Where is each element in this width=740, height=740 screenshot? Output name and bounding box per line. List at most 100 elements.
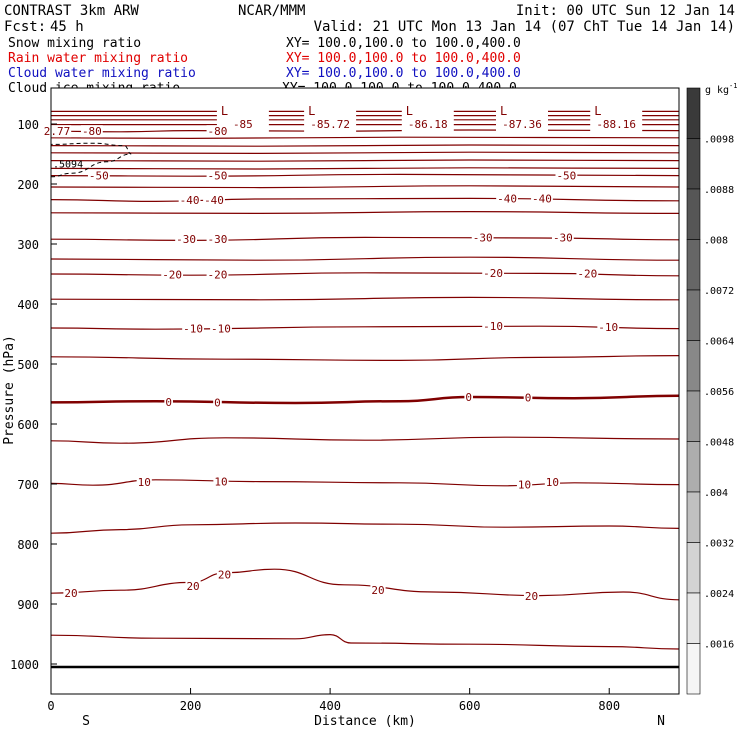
colorbar-unit: g kg: [705, 85, 729, 96]
contour-line-7: [50, 151, 680, 155]
y-tick-label: 400: [17, 298, 39, 312]
colorbar-label: .0016: [704, 640, 734, 651]
contour-label-bg: [42, 125, 72, 138]
contour-label-bg: [597, 320, 620, 333]
x-axis-title: Distance (km): [314, 714, 416, 729]
colorbar-swatch: [686, 188, 701, 240]
contour-label-bg: [206, 125, 229, 138]
contour-label-bg: [555, 169, 578, 182]
low-label-bg: [496, 102, 548, 133]
x-tick-label: 400: [319, 699, 341, 713]
colorbar-swatch: [686, 87, 701, 139]
contour-line-8: [50, 159, 680, 162]
contour-label-bg: [206, 233, 229, 246]
contour-line-23: [50, 522, 680, 534]
x-end-label-north: N: [657, 714, 665, 729]
contour-label: 10: [546, 476, 559, 489]
contour-label-bg: [464, 391, 473, 403]
y-tick-label: 100: [17, 118, 39, 132]
field-legend: Snow mixing ratio XY= 100.0,100.0 to 100…: [8, 36, 521, 96]
contour-label-bg: [544, 476, 561, 489]
y-tick-label: 500: [17, 358, 39, 372]
contour-label: -10: [211, 323, 231, 336]
contour-label: 2.77: [44, 125, 71, 138]
forecast-label: Fcst:: [4, 19, 46, 35]
x-tick-label: 600: [459, 699, 481, 713]
cloud-ice-contour-line: [50, 142, 132, 178]
contour-label: -20: [577, 267, 597, 280]
field-name-rain: Rain water mixing ratio: [8, 51, 188, 66]
low-label-bg: [304, 102, 357, 133]
contour-line-17: [50, 296, 680, 301]
contour-label-bg: [216, 568, 233, 581]
contour-label: 0: [525, 392, 532, 405]
x-tick-label: 800: [598, 699, 620, 713]
y-tick-label: 200: [17, 178, 39, 192]
colorbar-label: .0072: [704, 286, 734, 297]
low-marker-value: -86.18: [408, 118, 448, 131]
init-time: Init: 00 UTC Sun 12 Jan 14: [516, 3, 735, 19]
x-axis: Distance (km) S N 0 200 400 600 800: [47, 688, 665, 729]
model-title: CONTRAST 3km ARW: [4, 3, 139, 19]
contour-label-bg: [210, 322, 232, 335]
contour-line-15: [50, 256, 680, 261]
colorbar-swatch: [686, 239, 701, 291]
contour-label: -20: [483, 267, 503, 280]
contour-label: -80: [208, 125, 228, 138]
org-label: NCAR/MMM: [238, 3, 305, 19]
contour-line-12: [50, 197, 680, 203]
contour-label: -20: [162, 269, 182, 282]
contour-label: 20: [218, 569, 231, 582]
y-axis-title: Pressure (hPa): [2, 335, 17, 445]
contour-label: 20: [186, 580, 199, 593]
field-name-snow: Snow mixing ratio: [8, 36, 141, 51]
contour-label: -30: [176, 233, 196, 246]
contour-label-bg: [551, 231, 574, 244]
contour-label: 10: [518, 479, 531, 492]
contour-label-bg: [523, 391, 533, 404]
contour-line-22: [50, 479, 680, 487]
contour-label-bg: [182, 322, 204, 335]
contour-label: -30: [553, 231, 573, 244]
plot-area: .5094 L-85L-85.72L-86.18L-87.36L-88.16 -…: [42, 87, 680, 695]
x-end-label-south: S: [82, 714, 90, 729]
contour-label: -50: [89, 170, 109, 183]
contour-label: -20: [208, 269, 228, 282]
contour-line-18: [50, 325, 680, 330]
contour-label: 20: [64, 587, 77, 600]
colorbar-swatch: [686, 592, 701, 644]
colorbar-swatch: [686, 643, 701, 695]
contour-label-bg: [576, 267, 599, 280]
contour-label-bg: [175, 233, 197, 246]
contour-label: -40: [497, 192, 517, 205]
low-marker-letter: L: [221, 104, 228, 118]
contour-label-bg: [523, 590, 540, 603]
contour-label: -10: [483, 320, 503, 333]
colorbar-shades: [686, 87, 701, 695]
contour-label-bg: [136, 476, 152, 489]
contour-label: -40: [180, 194, 200, 207]
cloud-ice-contour: .5094: [50, 142, 132, 178]
colorbar-unit-exponent: -1: [729, 82, 737, 90]
low-marker-letter: L: [500, 104, 507, 118]
y-tick-label: 900: [17, 598, 39, 612]
contour-label-bg: [531, 192, 553, 205]
x-tick-label: 0: [47, 699, 54, 713]
low-marker-letter: L: [594, 104, 601, 118]
contour-label-bg: [516, 478, 533, 491]
contour-label: -50: [208, 170, 228, 183]
temperature-contours: [50, 110, 680, 650]
contour-label: 10: [214, 476, 227, 489]
contour-label: -10: [598, 321, 618, 334]
contour-label-bg: [482, 266, 505, 279]
colorbar-label: .0088: [704, 185, 734, 196]
contour-line-19: [50, 355, 680, 362]
cloud-ice-contour-label: .5094: [53, 160, 83, 171]
y-axis: Pressure (hPa) 100 200 300 400 500 600 700 800 9…: [2, 118, 57, 672]
contour-line-9: [50, 167, 680, 170]
low-marker-value: -88.16: [596, 118, 636, 131]
contour-label: 0: [465, 391, 472, 404]
colorbar-label: .0064: [704, 337, 734, 348]
colorbar-label: .0024: [704, 589, 734, 600]
low-label-bg: [401, 102, 454, 133]
